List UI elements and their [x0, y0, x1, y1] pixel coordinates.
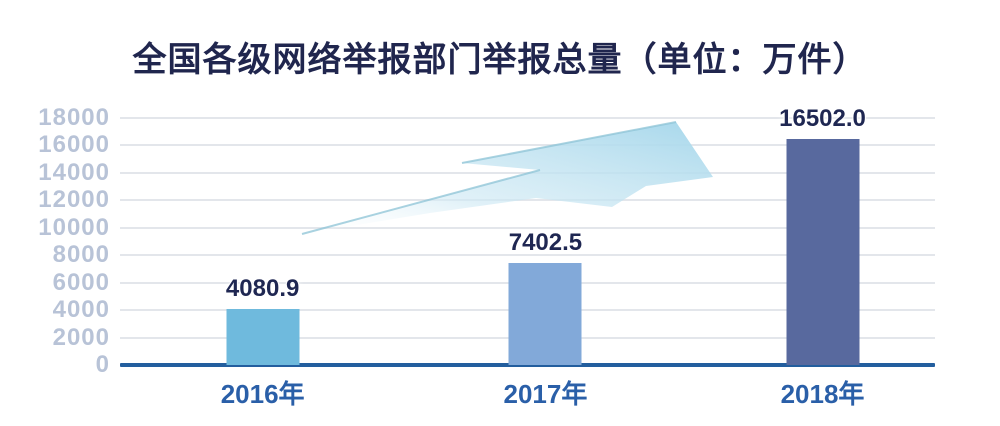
x-axis-category-label: 2018年	[780, 379, 865, 409]
y-axis-tick-label: 0	[95, 351, 110, 378]
bar-2016年	[226, 309, 300, 365]
y-axis-tick-label: 2000	[52, 323, 110, 351]
bar-2017年	[508, 263, 582, 365]
y-axis-tick-label: 10000	[38, 213, 110, 241]
bar-value-label: 4080.9	[225, 275, 300, 303]
x-axis-category-label: 2017年	[503, 379, 588, 409]
bar-value-label: 16502.0	[779, 104, 866, 132]
y-axis: 0 2000 4000 6000 8000 10000 12000 14000 16000 180…	[0, 104, 110, 378]
y-axis-tick-label: 14000	[38, 158, 110, 186]
plot-area: 4080.9 2016年 7402.5 2017年 16502.0 2018年	[120, 105, 935, 409]
gridline	[120, 117, 935, 119]
bar-2018年	[786, 138, 860, 365]
x-axis-category-label: 2016年	[220, 379, 305, 409]
y-axis-tick-label: 16000	[38, 131, 110, 159]
bar-value-label: 7402.5	[508, 229, 583, 257]
y-axis-tick-label: 6000	[52, 268, 110, 296]
x-axis-line	[120, 363, 935, 367]
y-axis-tick-label: 4000	[52, 296, 110, 324]
y-axis-tick-label: 8000	[52, 241, 110, 269]
y-axis-tick-label: 12000	[38, 186, 110, 214]
chart-title: 全国各级网络举报部门举报总量（单位：万件）	[132, 41, 868, 79]
y-axis-tick-label: 18000	[38, 104, 110, 131]
gridline	[120, 254, 935, 257]
